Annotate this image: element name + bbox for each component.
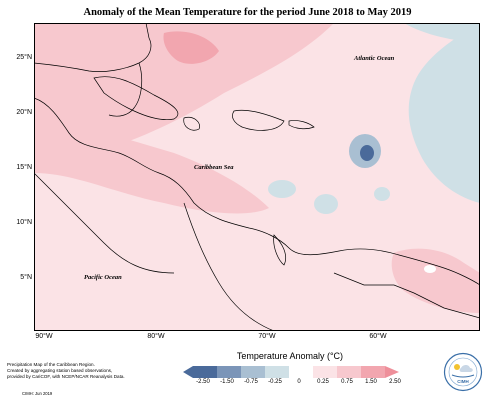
coastlines bbox=[34, 23, 480, 331]
legend-arrow-low bbox=[183, 366, 193, 378]
anomaly-pink-guiana bbox=[391, 248, 480, 313]
longitude-tick-90w: 90°W bbox=[35, 333, 53, 340]
legend-tick-label: 1.50 bbox=[365, 379, 377, 385]
credit-line: CIMH: Jun 2019 bbox=[22, 391, 53, 396]
legend-tick-label: 0 bbox=[297, 379, 301, 385]
latitude-tick-10n: 10°N bbox=[16, 219, 32, 226]
legend-tick-label: -0.25 bbox=[268, 379, 282, 385]
map-title: Anomaly of the Mean Temperature for the … bbox=[83, 7, 412, 18]
legend-tick-label: -2.50 bbox=[196, 379, 210, 385]
anomaly-map: Atlantic Ocean Caribbean Sea Pacific Oce… bbox=[34, 23, 480, 331]
legend-swatch-3 bbox=[241, 366, 265, 378]
latitude-tick-5n: 5°N bbox=[20, 274, 32, 281]
cimh-logo: CIMH bbox=[443, 352, 483, 392]
legend-title: Temperature Anomaly (°C) bbox=[236, 351, 344, 361]
cloud-icon bbox=[459, 365, 473, 372]
legend-swatch-1 bbox=[193, 366, 217, 378]
anomaly-blue-antilles-core bbox=[360, 145, 374, 161]
legend-tick-label: -1.50 bbox=[220, 379, 234, 385]
legend-tick-label: 2.50 bbox=[389, 379, 401, 385]
map-frame bbox=[34, 23, 480, 331]
legend-colorbar bbox=[183, 366, 399, 378]
legend-tick-label: -0.75 bbox=[244, 379, 258, 385]
latitude-tick-15n: 15°N bbox=[16, 164, 32, 171]
source-note-line: Precipitation Map of the Caribbean Regio… bbox=[7, 362, 95, 367]
legend-tick-label: 0.25 bbox=[317, 379, 329, 385]
longitude-tick-80w: 80°W bbox=[147, 333, 165, 340]
legend-tick-label: 0.75 bbox=[341, 379, 353, 385]
anomaly-pink-north bbox=[34, 23, 334, 163]
anomaly-white-cell bbox=[424, 265, 436, 273]
label-caribbean-sea: Caribbean Sea bbox=[194, 164, 234, 171]
label-atlantic-ocean: Atlantic Ocean bbox=[353, 55, 395, 62]
legend-swatch-7 bbox=[337, 366, 361, 378]
legend-arrow-high bbox=[385, 366, 399, 378]
anomaly-pink-caribbean bbox=[34, 118, 269, 214]
legend-swatch-6 bbox=[313, 366, 337, 378]
latitude-tick-25n: 25°N bbox=[16, 54, 32, 61]
anomaly-blue-cell-2 bbox=[314, 194, 338, 214]
legend-swatch-4 bbox=[265, 366, 289, 378]
anomaly-pink-bahamas bbox=[163, 31, 219, 64]
anomaly-blue-ne-corner bbox=[404, 23, 480, 43]
legend-swatch-2 bbox=[217, 366, 241, 378]
anomaly-blue-cell-1 bbox=[268, 180, 296, 198]
longitude-tick-70w: 70°W bbox=[258, 333, 276, 340]
anomaly-blue-atlantic bbox=[408, 23, 480, 203]
sun-icon bbox=[454, 364, 460, 370]
legend-swatch-8 bbox=[361, 366, 385, 378]
latitude-tick-20n: 20°N bbox=[16, 109, 32, 116]
source-note-line: provided by CariCOF, with NCEP/NCAR Rean… bbox=[7, 374, 125, 379]
wave-icon bbox=[451, 374, 475, 378]
source-note-line: Created by aggregating station based obs… bbox=[7, 368, 113, 373]
source-note: Precipitation Map of the Caribbean Regio… bbox=[7, 362, 137, 380]
label-pacific-ocean: Pacific Ocean bbox=[84, 274, 122, 281]
logo-text: CIMH bbox=[457, 379, 469, 384]
longitude-tick-60w: 60°W bbox=[369, 333, 387, 340]
anomaly-blue-cell-3 bbox=[374, 187, 390, 201]
legend-swatch-5 bbox=[289, 366, 313, 378]
